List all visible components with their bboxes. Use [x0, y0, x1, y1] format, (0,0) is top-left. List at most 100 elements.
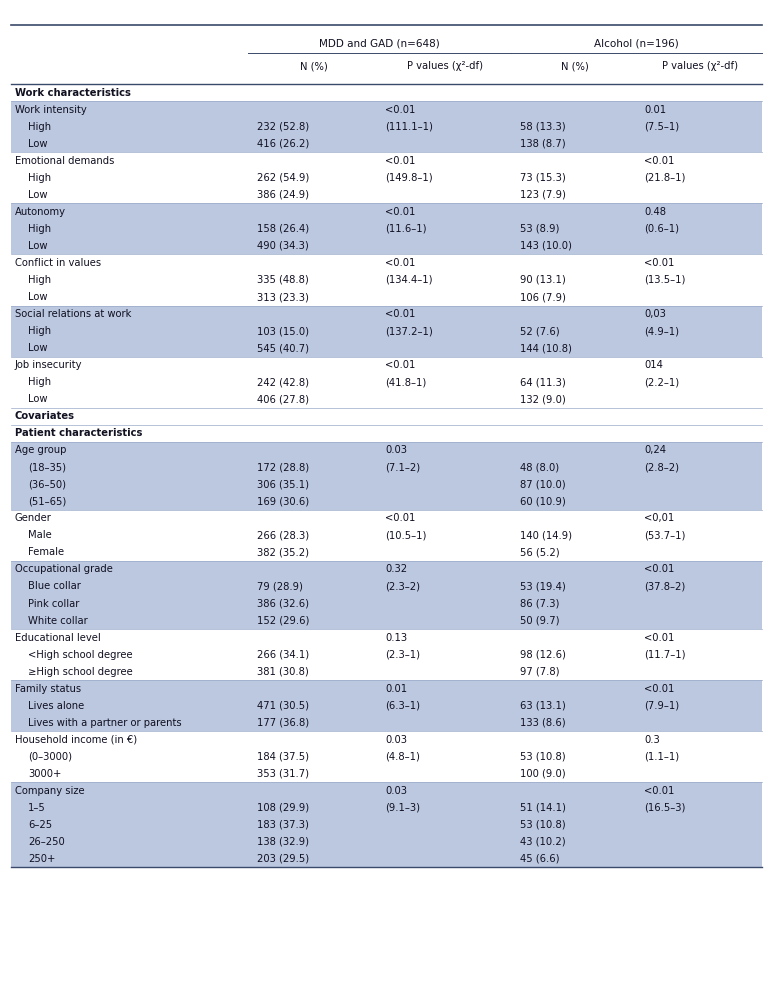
Text: 45 (6.6): 45 (6.6): [520, 854, 559, 864]
Text: 52 (7.6): 52 (7.6): [520, 326, 559, 336]
Text: Family status: Family status: [15, 684, 80, 694]
Bar: [11, 850, 762, 867]
Text: 0.32: 0.32: [385, 564, 408, 574]
Text: 335 (48.8): 335 (48.8): [257, 275, 309, 285]
Text: 014: 014: [644, 360, 663, 370]
Text: <0,01: <0,01: [644, 514, 675, 524]
Text: (11.6–1): (11.6–1): [385, 224, 427, 234]
Text: <0.01: <0.01: [385, 309, 416, 319]
Text: 123 (7.9): 123 (7.9): [520, 190, 566, 200]
Text: N (%): N (%): [561, 61, 588, 71]
Text: (149.8–1): (149.8–1): [385, 173, 433, 183]
Text: Work intensity: Work intensity: [15, 105, 87, 115]
Text: P values (χ²-df): P values (χ²-df): [407, 61, 483, 71]
Text: 1–5: 1–5: [28, 803, 46, 813]
Text: 0.13: 0.13: [385, 633, 408, 643]
Text: <High school degree: <High school degree: [28, 649, 133, 659]
Text: (137.2–1): (137.2–1): [385, 326, 434, 336]
Text: Male: Male: [28, 531, 52, 541]
Bar: [11, 834, 762, 850]
Text: 0.03: 0.03: [385, 735, 408, 744]
Text: Low: Low: [28, 394, 47, 404]
Bar: [11, 340, 762, 356]
Text: <0.01: <0.01: [385, 514, 416, 524]
Bar: [11, 578, 762, 595]
Text: <0.01: <0.01: [644, 258, 675, 268]
Text: 386 (32.6): 386 (32.6): [257, 599, 309, 609]
Text: MDD and GAD (n=648): MDD and GAD (n=648): [319, 39, 440, 49]
Text: Female: Female: [28, 547, 64, 557]
Text: Emotional demands: Emotional demands: [15, 155, 114, 165]
Text: (111.1–1): (111.1–1): [385, 122, 434, 132]
Text: 64 (11.3): 64 (11.3): [520, 377, 565, 387]
Text: 50 (9.7): 50 (9.7): [520, 616, 559, 626]
Text: <0.01: <0.01: [644, 155, 675, 165]
Text: 86 (7.3): 86 (7.3): [520, 599, 559, 609]
Text: Educational level: Educational level: [15, 633, 100, 643]
Text: Conflict in values: Conflict in values: [15, 258, 100, 268]
Text: 353 (31.7): 353 (31.7): [257, 769, 309, 779]
Text: 140 (14.9): 140 (14.9): [520, 531, 572, 541]
Text: <0.01: <0.01: [644, 786, 675, 796]
Bar: [11, 458, 762, 476]
Bar: [11, 561, 762, 578]
Text: 106 (7.9): 106 (7.9): [520, 292, 566, 302]
Text: 63 (13.1): 63 (13.1): [520, 701, 565, 711]
Text: 306 (35.1): 306 (35.1): [257, 479, 309, 489]
Text: 250+: 250+: [28, 854, 56, 864]
Text: 60 (10.9): 60 (10.9): [520, 496, 565, 506]
Text: (21.8–1): (21.8–1): [644, 173, 686, 183]
Text: <0.01: <0.01: [385, 207, 416, 217]
Text: 266 (28.3): 266 (28.3): [257, 531, 309, 541]
Bar: [11, 782, 762, 799]
Text: 381 (30.8): 381 (30.8): [257, 666, 309, 676]
Text: N (%): N (%): [300, 61, 328, 71]
Text: (7.1–2): (7.1–2): [385, 462, 421, 472]
Text: 98 (12.6): 98 (12.6): [520, 649, 566, 659]
Text: 152 (29.6): 152 (29.6): [257, 616, 309, 626]
Text: (134.4–1): (134.4–1): [385, 275, 433, 285]
Text: 313 (23.3): 313 (23.3): [257, 292, 309, 302]
Text: Low: Low: [28, 241, 47, 250]
Text: High: High: [28, 377, 51, 387]
Text: 26–250: 26–250: [28, 837, 65, 846]
Text: 242 (42.8): 242 (42.8): [257, 377, 309, 387]
Text: 100 (9.0): 100 (9.0): [520, 769, 565, 779]
Text: (2.8–2): (2.8–2): [644, 462, 679, 472]
Text: Autonomy: Autonomy: [15, 207, 66, 217]
Text: <0.01: <0.01: [644, 684, 675, 694]
Text: 3000+: 3000+: [28, 769, 62, 779]
Bar: [11, 595, 762, 612]
Text: 48 (8.0): 48 (8.0): [520, 462, 559, 472]
Text: <0.01: <0.01: [385, 155, 416, 165]
Text: Gender: Gender: [15, 514, 51, 524]
Text: 382 (35.2): 382 (35.2): [257, 547, 309, 557]
Bar: [11, 238, 762, 254]
Text: 184 (37.5): 184 (37.5): [257, 751, 309, 761]
Bar: [11, 101, 762, 118]
Text: (11.7–1): (11.7–1): [644, 649, 686, 659]
Bar: [11, 323, 762, 340]
Bar: [11, 306, 762, 323]
Text: 79 (28.9): 79 (28.9): [257, 581, 303, 591]
Text: Age group: Age group: [15, 446, 66, 455]
Text: White collar: White collar: [28, 616, 88, 626]
Text: Low: Low: [28, 344, 47, 353]
Text: 471 (30.5): 471 (30.5): [257, 701, 309, 711]
Text: (4.8–1): (4.8–1): [385, 751, 421, 761]
Text: 177 (36.8): 177 (36.8): [257, 718, 309, 728]
Text: Low: Low: [28, 139, 47, 148]
Text: (18–35): (18–35): [28, 462, 67, 472]
Text: 143 (10.0): 143 (10.0): [520, 241, 571, 250]
Text: (10.5–1): (10.5–1): [385, 531, 427, 541]
Text: 232 (52.8): 232 (52.8): [257, 122, 309, 132]
Text: 0.3: 0.3: [644, 735, 660, 744]
Text: (51–65): (51–65): [28, 496, 67, 506]
Text: <0.01: <0.01: [385, 360, 416, 370]
Text: 266 (34.1): 266 (34.1): [257, 649, 309, 659]
Text: 132 (9.0): 132 (9.0): [520, 394, 565, 404]
Text: Household income (in €): Household income (in €): [15, 735, 136, 744]
Text: 158 (26.4): 158 (26.4): [257, 224, 309, 234]
Text: (7.9–1): (7.9–1): [644, 701, 679, 711]
Text: 0,24: 0,24: [644, 446, 666, 455]
